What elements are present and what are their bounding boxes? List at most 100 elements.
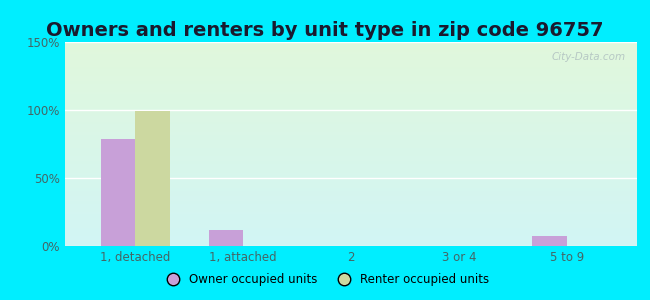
Bar <box>65 139 637 140</box>
Bar <box>65 111 637 112</box>
Bar <box>65 76 637 77</box>
Bar <box>65 196 637 197</box>
Bar <box>65 85 637 86</box>
Bar <box>65 208 637 209</box>
Bar <box>65 190 637 191</box>
Bar <box>65 144 637 145</box>
Legend: Owner occupied units, Renter occupied units: Owner occupied units, Renter occupied un… <box>156 269 494 291</box>
Bar <box>65 68 637 70</box>
Bar <box>65 241 637 242</box>
Bar <box>65 223 637 224</box>
Bar <box>65 78 637 79</box>
Bar <box>65 72 637 73</box>
Bar <box>65 198 637 199</box>
Text: Owners and renters by unit type in zip code 96757: Owners and renters by unit type in zip c… <box>46 21 604 40</box>
Bar <box>65 199 637 200</box>
Bar <box>65 187 637 188</box>
Bar <box>65 212 637 213</box>
Bar <box>65 124 637 126</box>
Bar <box>65 104 637 105</box>
Bar <box>65 63 637 64</box>
Bar <box>65 89 637 90</box>
Bar <box>65 162 637 164</box>
Bar <box>65 170 637 172</box>
Bar <box>65 49 637 50</box>
Bar <box>65 233 637 234</box>
Bar <box>65 229 637 230</box>
Bar <box>65 118 637 119</box>
Bar <box>65 54 637 55</box>
Bar <box>65 132 637 133</box>
Bar <box>65 112 637 113</box>
Bar <box>65 172 637 174</box>
Bar <box>65 183 637 184</box>
Bar <box>65 109 637 110</box>
Bar <box>65 201 637 202</box>
Bar <box>65 56 637 57</box>
Bar <box>65 192 637 193</box>
Bar <box>65 134 637 135</box>
Bar <box>65 189 637 190</box>
Bar <box>65 240 637 241</box>
Bar <box>65 205 637 206</box>
Bar <box>65 74 637 75</box>
Bar <box>65 119 637 121</box>
Bar <box>65 55 637 56</box>
Bar <box>65 169 637 170</box>
Bar <box>65 123 637 124</box>
Bar <box>65 82 637 83</box>
Bar <box>65 164 637 165</box>
Bar <box>65 194 637 195</box>
Bar <box>65 207 637 208</box>
Bar <box>65 158 637 159</box>
Bar <box>65 176 637 177</box>
Bar <box>65 216 637 217</box>
Bar <box>65 226 637 228</box>
Bar <box>65 48 637 49</box>
Bar <box>65 243 637 244</box>
Bar <box>65 57 637 58</box>
Bar <box>65 178 637 179</box>
Bar <box>65 145 637 146</box>
Bar <box>65 232 637 233</box>
Bar <box>65 136 637 137</box>
Bar <box>65 133 637 134</box>
Bar <box>65 197 637 198</box>
Bar <box>209 230 243 246</box>
Bar <box>65 231 637 232</box>
Bar <box>65 64 637 65</box>
Bar <box>65 128 637 129</box>
Bar <box>65 77 637 78</box>
Bar <box>65 140 637 141</box>
Bar <box>65 153 637 154</box>
Bar <box>65 116 637 118</box>
Bar <box>65 100 637 101</box>
Bar <box>65 159 637 160</box>
Bar <box>65 154 637 155</box>
Text: City-Data.com: City-Data.com <box>551 52 625 62</box>
Bar <box>65 45 637 46</box>
Bar <box>65 202 637 203</box>
Bar <box>65 191 637 192</box>
Bar <box>65 203 637 204</box>
Bar <box>65 94 637 95</box>
Bar <box>65 51 637 52</box>
Bar <box>65 121 637 122</box>
Bar <box>65 105 637 106</box>
Bar <box>65 238 637 239</box>
Bar <box>65 98 637 99</box>
Bar <box>65 67 637 68</box>
Bar <box>65 160 637 161</box>
Bar <box>65 138 637 139</box>
Bar <box>65 80 637 81</box>
Bar <box>65 108 637 109</box>
Bar <box>65 214 637 215</box>
Bar <box>65 53 637 54</box>
Bar <box>65 167 637 169</box>
Bar <box>65 235 637 236</box>
Bar <box>65 70 637 72</box>
Bar <box>65 177 637 178</box>
Bar <box>65 137 637 138</box>
Bar <box>65 129 637 130</box>
Bar <box>65 215 637 216</box>
